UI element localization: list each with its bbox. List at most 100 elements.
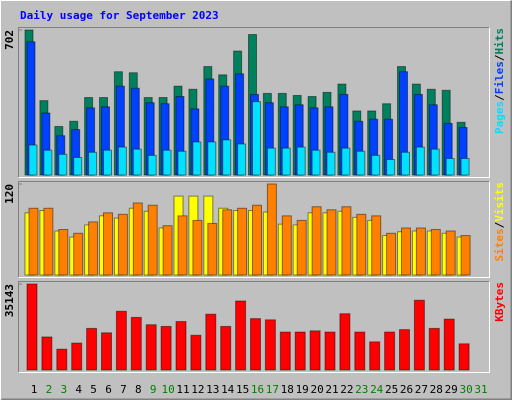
bar [237,207,248,276]
x-tick-label: 2 [46,383,53,396]
y-tick-label: 702 [3,30,16,50]
bar [401,151,410,176]
x-tick-label: 25 [385,383,398,396]
panel-border-light [18,27,490,178]
bar [460,235,471,276]
bar [192,141,202,176]
bar [71,342,83,371]
bar [341,206,352,276]
x-tick-label: 8 [135,383,142,396]
bar [354,331,366,371]
x-tick-label: 7 [120,383,127,396]
x-tick-label: 24 [370,383,384,396]
bar [401,227,411,276]
x-tick-label: 20 [310,383,323,396]
x-tick-label: 18 [281,383,294,396]
bar [235,300,247,371]
bar [220,325,232,371]
x-tick-label: 12 [191,383,204,396]
x-tick-label: 11 [176,383,189,396]
legend-entry: KBytes [493,282,506,322]
bar [415,227,426,276]
bar [103,212,113,276]
bar [28,144,38,176]
x-tick-label: 17 [266,383,279,396]
bar [326,151,336,176]
bar [86,327,98,371]
bar [117,213,128,276]
x-tick-label: 31 [474,383,487,396]
bar [147,154,157,176]
x-tick-label: 21 [325,383,338,396]
x-tick-label: 28 [430,383,443,396]
x-tick-label: 4 [75,383,82,396]
bar [115,310,127,371]
bar [43,207,54,276]
panel-border-dark [18,181,490,278]
bar [296,146,306,176]
bar [445,230,456,276]
bar [430,148,440,176]
x-tick-label: 29 [445,383,458,396]
x-tick-label: 16 [251,383,264,396]
bar [341,147,351,176]
bar [294,331,306,371]
bar [428,327,440,371]
x-tick-label: 22 [340,383,353,396]
x-tick-label: 15 [236,383,249,396]
bar [205,313,217,371]
bar [386,232,397,276]
legend-entry: Sites [493,228,506,261]
bar [443,318,455,371]
bar [237,143,247,176]
legend-entry: Files [493,61,506,94]
bar [460,157,470,176]
bar [311,149,321,176]
y-tick-label: 35143 [3,284,16,317]
bar [264,319,276,371]
legend: KBytes [493,282,506,322]
bar [266,183,277,276]
bar [130,316,142,371]
bar [279,331,291,371]
x-tick-label: 1 [31,383,38,396]
panel-border-light [18,181,490,278]
x-tick-label: 10 [161,383,174,396]
x-tick-label: 27 [415,383,428,396]
bar [190,334,202,371]
legend: Pages/Files/Hits [493,28,506,134]
bar [73,232,84,276]
bar [326,209,337,276]
legend-separator: / [493,54,506,61]
bar [445,157,455,176]
legend: Sites/Visits [493,182,506,262]
x-tick-label: 5 [90,383,97,396]
x-tick-label: 3 [60,383,67,396]
bar [160,325,172,371]
bar [309,330,321,371]
bar [369,341,381,371]
x-tick-label: 9 [150,383,157,396]
x-tick-label: 23 [355,383,368,396]
bar [192,219,203,276]
legend-separator: / [493,94,506,101]
bar [222,209,233,276]
x-tick-label: 13 [206,383,219,396]
bar [458,343,470,371]
x-tick-label: 14 [221,383,235,396]
bar [339,313,351,371]
bar [430,229,441,276]
panel-border-light [18,281,490,373]
bar [132,202,143,276]
bar [103,149,112,176]
bar [177,150,187,176]
legend-entry: Pages [493,101,506,134]
bar [399,329,410,371]
bar [58,153,68,176]
bar [73,156,83,176]
bar [132,148,142,176]
bar [356,213,367,276]
bar [324,331,336,371]
bar [28,207,39,276]
bar [88,221,99,276]
